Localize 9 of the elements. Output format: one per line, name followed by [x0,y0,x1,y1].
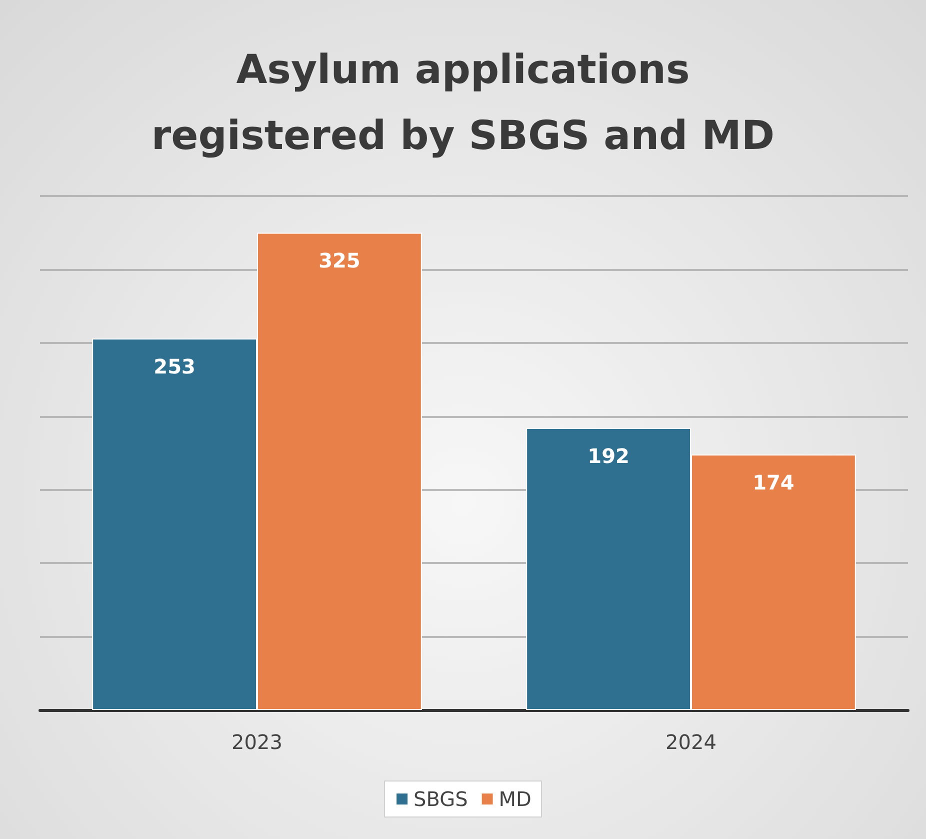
data-label: 253 [154,354,196,378]
x-tick-label: 2023 [232,730,282,754]
chart-title: Asylum applications registered by SBGS and MD [151,47,775,159]
legend-label: SBGS [414,787,468,811]
x-tick-label: 2024 [666,730,716,754]
data-label: 174 [752,470,794,494]
data-label: 192 [588,444,630,468]
data-label: 325 [318,248,360,273]
legend-label: MD [498,787,532,811]
